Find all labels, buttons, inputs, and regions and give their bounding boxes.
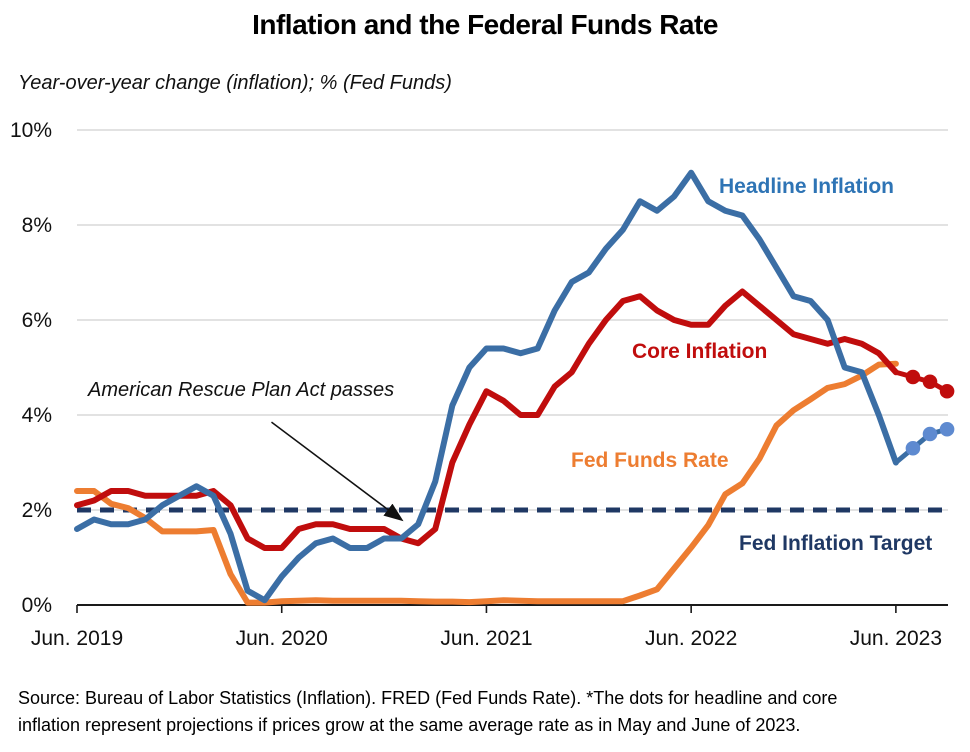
chart-title: Inflation and the Federal Funds Rate: [252, 9, 718, 40]
x-tick-label: Jun. 2020: [236, 627, 328, 650]
source-note-line1: Source: Bureau of Labor Statistics (Infl…: [18, 688, 838, 708]
core-inflation-label: Core Inflation: [632, 340, 768, 363]
y-tick-label: 0%: [22, 594, 52, 617]
core-inflation-projection-line: [893, 369, 950, 394]
event-annotation: American Rescue Plan Act passes: [88, 379, 395, 401]
headline-inflation-projection-line: [893, 426, 950, 465]
x-tick-label: Jun. 2023: [850, 627, 942, 650]
annotation-arrow-layer: [271, 421, 404, 522]
y-tick-label: 8%: [22, 214, 52, 237]
fed-funds-rate-label: Fed Funds Rate: [571, 449, 729, 472]
chart-subtitle: Year-over-year change (inflation); % (Fe…: [18, 72, 452, 94]
data-series: [74, 169, 955, 606]
headline-inflation-projection-dot: [905, 440, 921, 456]
core-inflation-projection-dot: [905, 369, 921, 385]
y-tick-label: 6%: [22, 309, 52, 332]
y-tick-label: 4%: [22, 404, 52, 427]
headline-inflation-projection-dot: [939, 421, 955, 437]
core-inflation-projection-dot: [939, 383, 955, 399]
y-tick-label: 2%: [22, 499, 52, 522]
x-tick-label: Jun. 2022: [645, 627, 737, 650]
axes: Jun. 2019 Jun. 2020 Jun. 2021 Jun. 2022 Jun.…: [10, 119, 948, 650]
headline-inflation-projection-dot: [922, 426, 938, 442]
fed-funds-rate-line: [74, 360, 899, 606]
headline-inflation-line: [74, 169, 899, 604]
core-inflation-projection-dot: [922, 374, 938, 390]
x-tick-label: Jun. 2019: [31, 627, 123, 650]
fed-inflation-target-label: Fed Inflation Target: [739, 532, 933, 555]
annotation-arrow: [271, 421, 404, 522]
x-tick-label: Jun. 2021: [440, 627, 532, 650]
core-inflation-line: [74, 288, 899, 551]
source-note: Source: Bureau of Labor Statistics (Infl…: [18, 685, 958, 739]
headline-inflation-label: Headline Inflation: [719, 175, 895, 198]
source-note-line2: inflation represent projections if price…: [18, 715, 801, 735]
y-tick-label: 10%: [10, 119, 52, 142]
